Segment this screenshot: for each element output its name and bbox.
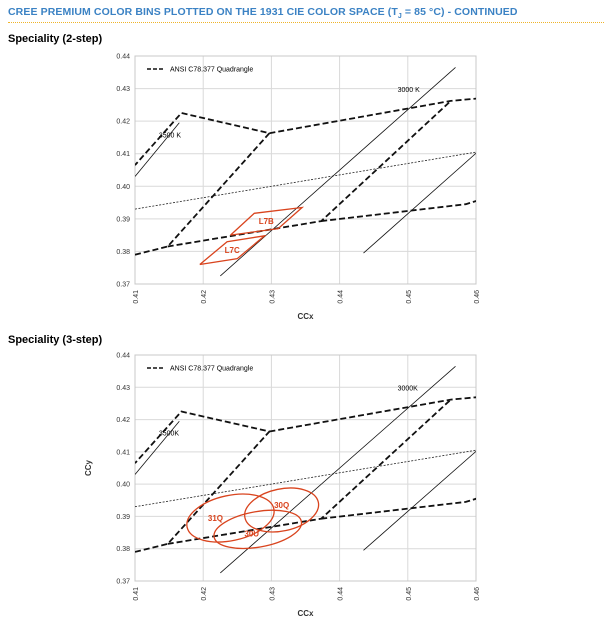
cct-line xyxy=(363,450,476,551)
plot-area xyxy=(135,67,476,277)
cct-label: 3500K xyxy=(159,431,180,438)
y-tick-label: 0.41 xyxy=(116,449,130,456)
x-tick-label: 0.44 xyxy=(338,290,345,304)
planckian-locus-line xyxy=(135,151,476,210)
y-tick-label: 0.37 xyxy=(116,282,130,289)
chart-1-title: Speciality (2-step) xyxy=(8,33,103,45)
color-bin-l7c xyxy=(199,234,267,266)
legend-label: ANSI C78.377 Quadrangle xyxy=(170,67,253,74)
bin-label: 30Q xyxy=(274,501,289,510)
x-tick-label: 0.42 xyxy=(201,587,208,601)
y-tick-label: 0.37 xyxy=(116,579,130,586)
ansi-quadrangle-line xyxy=(167,100,452,248)
cct-line xyxy=(220,67,456,277)
cct-label: 3500 K xyxy=(159,132,182,139)
bin-label: L7C xyxy=(225,246,240,255)
legend-label: ANSI C78.377 Quadrangle xyxy=(170,366,253,373)
cct-line xyxy=(135,420,180,475)
x-tick-label: 0.42 xyxy=(201,290,208,304)
color-bin-ellipse-30q xyxy=(244,487,320,533)
y-tick-label: 0.38 xyxy=(116,249,130,256)
cct-line xyxy=(363,152,476,254)
y-tick-label: 0.39 xyxy=(116,514,130,521)
y-tick-label: 0.43 xyxy=(116,86,130,93)
chart-speciality-2-step: 0.41 0.42 0.43 0.44 0.45 0.46 0.37 0.38 0.39 0.40… xyxy=(116,54,481,322)
x-tick-label: 0.41 xyxy=(133,290,140,304)
color-bin-ellipse-30u xyxy=(213,509,303,550)
cct-line xyxy=(220,365,456,574)
bin-label: 30U xyxy=(244,529,259,538)
y-tick-label: 0.42 xyxy=(116,417,130,424)
plot-frame xyxy=(134,354,477,582)
chart-2-title: Speciality (3-step) xyxy=(8,334,103,346)
x-tick-label: 0.46 xyxy=(474,290,481,304)
title-divider xyxy=(8,22,604,23)
y-tick-label: 0.44 xyxy=(116,54,130,61)
y-tick-label: 0.38 xyxy=(116,546,130,553)
ansi-quadrangle-line xyxy=(269,97,476,135)
y-tick-label: 0.43 xyxy=(116,385,130,392)
y-axis-label: CCy xyxy=(84,459,93,476)
cct-line xyxy=(135,122,180,177)
y-tick-label: 0.41 xyxy=(116,151,130,158)
bin-label: 31Q xyxy=(208,514,223,523)
x-tick-label: 0.45 xyxy=(406,587,413,601)
plot-area xyxy=(135,365,476,574)
y-tick-label: 0.42 xyxy=(116,119,130,126)
x-tick-label: 0.45 xyxy=(406,290,413,304)
cct-label: 3000 K xyxy=(398,87,421,94)
x-tick-label: 0.41 xyxy=(133,587,140,601)
x-tick-label: 0.44 xyxy=(338,587,345,601)
x-tick-label: 0.46 xyxy=(474,587,481,601)
plot-frame xyxy=(134,55,477,285)
color-bin-ellipse-31q xyxy=(186,493,275,543)
bin-label: L7B xyxy=(259,217,274,226)
ansi-quadrangle-line xyxy=(269,396,476,433)
x-axis-label: CCx xyxy=(297,609,314,617)
page-title: CREE PREMIUM COLOR BINS PLOTTED ON THE 1… xyxy=(8,6,518,21)
ansi-quadrangle-line xyxy=(321,200,476,222)
chart-speciality-3-step: 0.41 0.42 0.43 0.44 0.45 0.46 0.37 0.38 0.39 0.40… xyxy=(84,353,481,617)
x-axis-label: CCx xyxy=(297,312,314,321)
x-tick-label: 0.43 xyxy=(269,587,276,601)
planckian-locus-line xyxy=(135,449,476,508)
cct-label: 3000K xyxy=(398,386,419,393)
ansi-quadrangle-line xyxy=(167,398,452,545)
y-tick-label: 0.44 xyxy=(116,353,130,360)
color-bin-l7b xyxy=(230,206,305,236)
y-tick-label: 0.40 xyxy=(116,184,130,191)
ansi-quadrangle-line xyxy=(321,497,476,520)
y-tick-label: 0.39 xyxy=(116,216,130,223)
y-tick-label: 0.40 xyxy=(116,482,130,489)
x-tick-label: 0.43 xyxy=(269,290,276,304)
